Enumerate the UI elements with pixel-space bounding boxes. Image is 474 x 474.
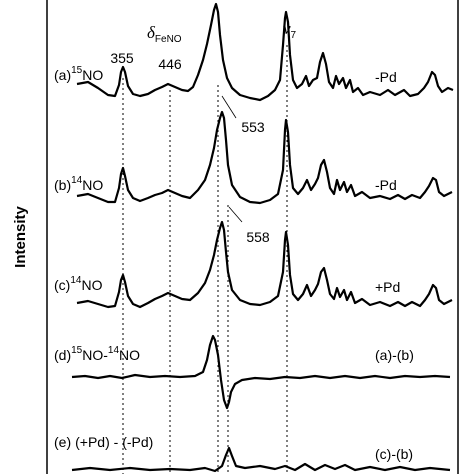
peak-label-553: 553 [241,119,265,135]
plot-frame [46,0,459,474]
series-label-d: (d)15NO-14NO [54,345,140,363]
leader-558 [228,206,243,223]
series-label-b: (b)14NO [54,175,103,193]
nu7-band-label: ν7 [283,19,297,41]
trace-d [71,334,451,410]
series-right-b: -Pd [375,177,397,193]
trace-c [76,220,453,309]
y-axis-label: Intensity [12,206,29,268]
guide-lines [122,45,288,474]
peak-label-446: 446 [158,56,182,72]
series-label-c: (c)14NO [54,275,103,293]
trace-a [76,2,454,102]
peak-label-558: 558 [246,229,270,245]
feno-band-label: δFeNO [147,23,182,45]
peak-label-355: 355 [110,50,134,66]
trace-e [71,446,451,473]
series-right-a: -Pd [375,69,397,85]
series-label-a: (a)15NO [54,65,103,83]
series-right-d: (a)-(b) [375,347,414,363]
series-right-e: (c)-(b) [375,446,413,462]
leader-553 [221,95,237,119]
series-label-e: (e) (+Pd) - (-Pd) [54,434,153,450]
series-right-c: +Pd [375,279,400,295]
trace-b [76,110,453,205]
